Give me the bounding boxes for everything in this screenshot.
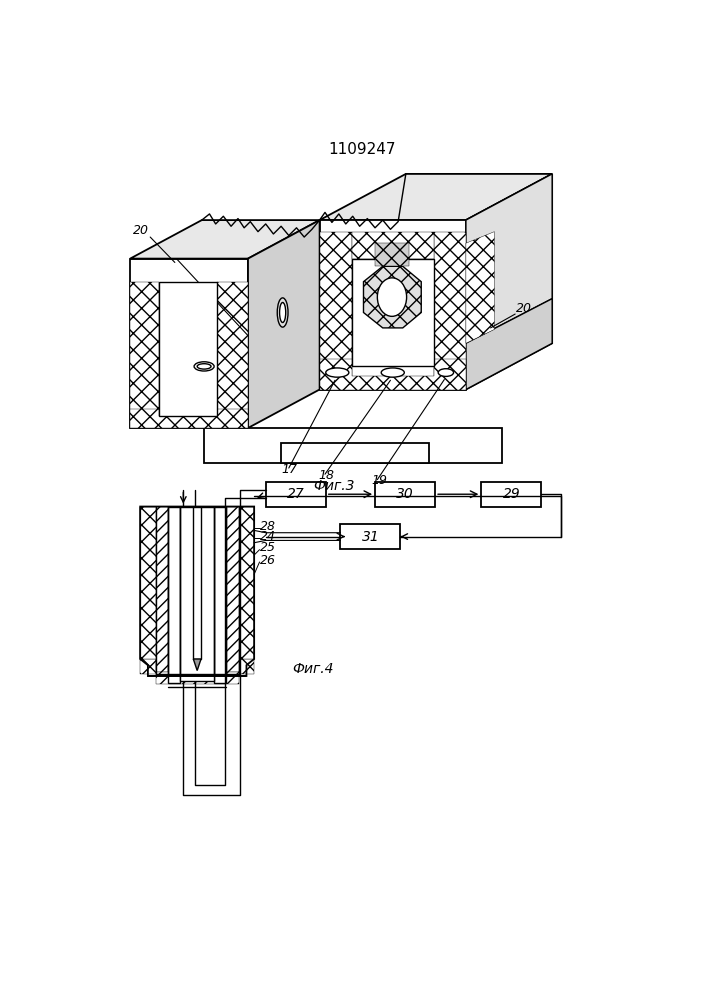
Ellipse shape bbox=[438, 369, 454, 376]
Polygon shape bbox=[168, 507, 180, 683]
Polygon shape bbox=[363, 266, 421, 328]
Polygon shape bbox=[204, 428, 502, 463]
Polygon shape bbox=[466, 299, 552, 389]
Bar bbox=[375, 482, 435, 507]
Polygon shape bbox=[130, 282, 160, 428]
Polygon shape bbox=[180, 507, 214, 681]
Text: 25: 25 bbox=[260, 541, 276, 554]
Bar bbox=[340, 524, 400, 549]
Polygon shape bbox=[281, 443, 429, 463]
Polygon shape bbox=[466, 174, 552, 389]
Polygon shape bbox=[193, 507, 201, 659]
Polygon shape bbox=[130, 220, 320, 259]
Ellipse shape bbox=[378, 278, 407, 316]
Polygon shape bbox=[140, 507, 156, 659]
Polygon shape bbox=[214, 507, 226, 683]
Text: 20: 20 bbox=[516, 302, 532, 316]
Polygon shape bbox=[130, 409, 248, 428]
Text: 27: 27 bbox=[287, 487, 305, 501]
Polygon shape bbox=[193, 659, 201, 671]
Polygon shape bbox=[320, 174, 552, 220]
Text: 29: 29 bbox=[503, 487, 520, 501]
Polygon shape bbox=[226, 507, 239, 672]
Polygon shape bbox=[320, 232, 352, 389]
Polygon shape bbox=[156, 507, 168, 672]
Polygon shape bbox=[466, 174, 552, 343]
Bar bbox=[266, 482, 326, 507]
Polygon shape bbox=[352, 232, 433, 259]
Text: 30: 30 bbox=[396, 487, 414, 501]
Text: 31: 31 bbox=[361, 530, 379, 544]
Polygon shape bbox=[130, 259, 248, 428]
Text: 1109247: 1109247 bbox=[328, 142, 396, 157]
Text: 18: 18 bbox=[318, 469, 334, 482]
Polygon shape bbox=[239, 507, 254, 659]
Text: 26: 26 bbox=[260, 554, 276, 567]
Text: Фиг.4: Фиг.4 bbox=[293, 662, 334, 676]
Ellipse shape bbox=[194, 362, 214, 371]
Polygon shape bbox=[352, 259, 433, 366]
Text: 17: 17 bbox=[281, 463, 297, 476]
Ellipse shape bbox=[277, 298, 288, 327]
Ellipse shape bbox=[279, 302, 286, 323]
Polygon shape bbox=[160, 282, 217, 416]
Text: Фиг.3: Фиг.3 bbox=[313, 479, 355, 493]
Bar bbox=[481, 482, 542, 507]
Text: 20: 20 bbox=[132, 224, 148, 237]
Ellipse shape bbox=[381, 368, 404, 377]
Polygon shape bbox=[140, 659, 254, 674]
Text: 24: 24 bbox=[260, 530, 276, 543]
Polygon shape bbox=[248, 220, 320, 428]
Polygon shape bbox=[433, 232, 466, 389]
Polygon shape bbox=[320, 359, 466, 389]
Polygon shape bbox=[466, 232, 494, 343]
Polygon shape bbox=[217, 282, 248, 428]
Polygon shape bbox=[156, 672, 239, 684]
Ellipse shape bbox=[326, 368, 349, 377]
Text: 28: 28 bbox=[260, 520, 276, 533]
Polygon shape bbox=[320, 220, 466, 389]
Ellipse shape bbox=[197, 364, 211, 369]
Polygon shape bbox=[140, 507, 254, 673]
Polygon shape bbox=[375, 243, 409, 266]
Text: 19: 19 bbox=[371, 474, 387, 487]
